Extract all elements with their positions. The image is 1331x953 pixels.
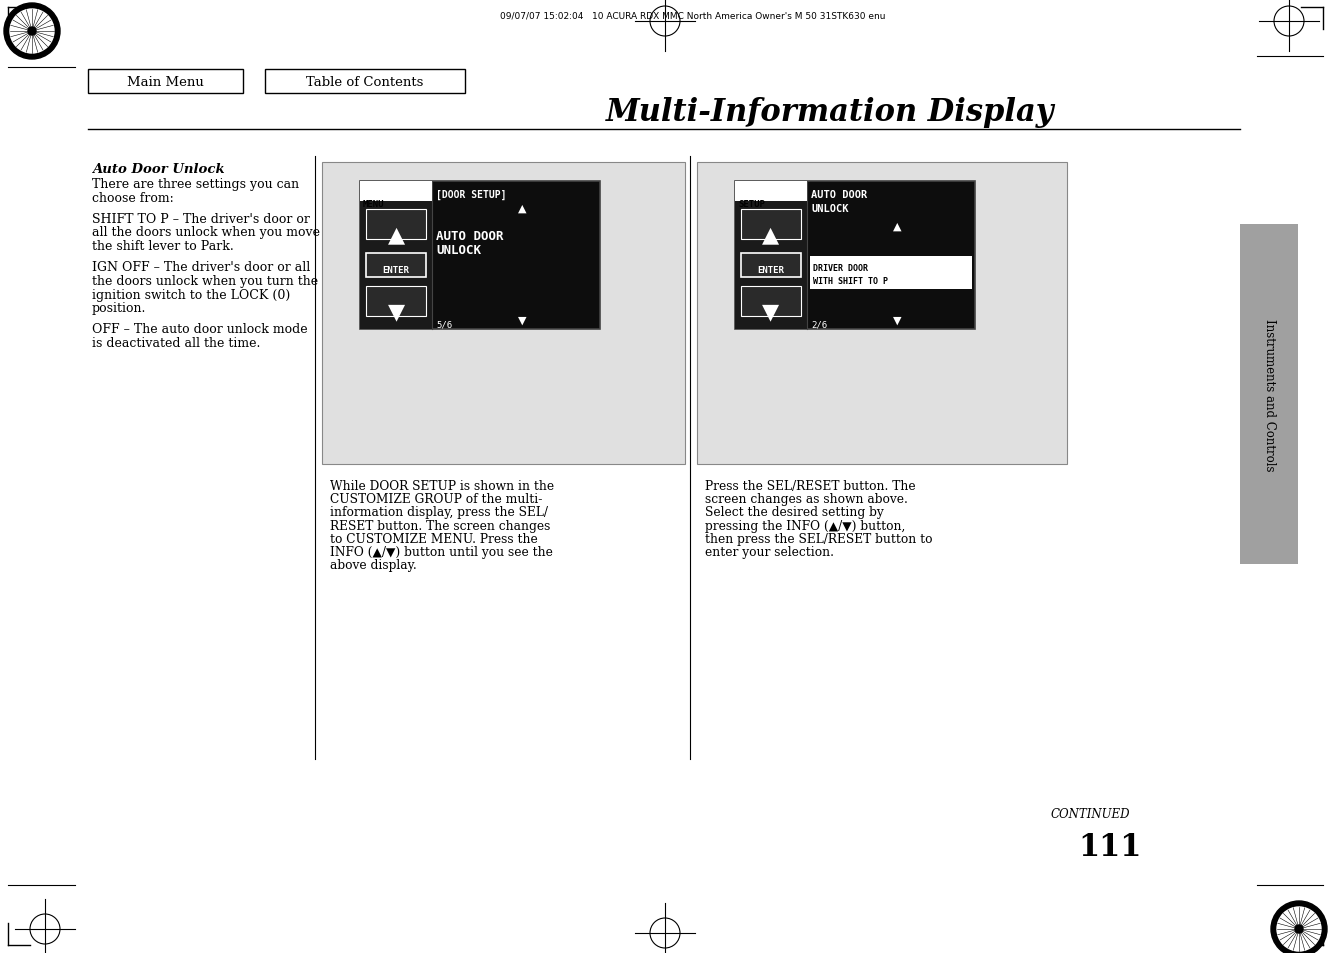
Text: ▲: ▲: [387, 225, 405, 245]
Circle shape: [11, 10, 55, 54]
Bar: [322, 163, 685, 464]
Bar: [366, 210, 426, 240]
Text: ▼: ▼: [893, 315, 901, 326]
Text: CONTINUED: CONTINUED: [1050, 807, 1130, 821]
Text: UNLOCK: UNLOCK: [437, 244, 480, 256]
Text: INFO (▲/▼) button until you see the: INFO (▲/▼) button until you see the: [330, 545, 552, 558]
Text: CUSTOMIZE GROUP of the multi-: CUSTOMIZE GROUP of the multi-: [330, 493, 542, 506]
Bar: [88, 70, 244, 94]
Text: Auto Door Unlock: Auto Door Unlock: [92, 163, 225, 175]
Text: AUTO DOOR: AUTO DOOR: [437, 230, 503, 243]
Text: is deactivated all the time.: is deactivated all the time.: [92, 336, 261, 350]
Text: 09/07/07 15:02:04   10 ACURA RDX MMC North America Owner's M 50 31STK630 enu: 09/07/07 15:02:04 10 ACURA RDX MMC North…: [500, 11, 885, 20]
Text: ENTER: ENTER: [382, 266, 410, 274]
Text: ▼: ▼: [387, 302, 405, 322]
Text: WITH SHIFT TO P: WITH SHIFT TO P: [813, 276, 888, 286]
Bar: [359, 182, 433, 330]
Bar: [265, 70, 465, 94]
Text: Select the desired setting by: Select the desired setting by: [705, 506, 884, 518]
Bar: [735, 182, 807, 202]
Bar: [359, 182, 433, 202]
Text: UNLOCK: UNLOCK: [811, 204, 848, 213]
Text: enter your selection.: enter your selection.: [705, 545, 835, 558]
Text: ▼: ▼: [518, 315, 526, 326]
Text: DRIVER DOOR: DRIVER DOOR: [813, 264, 868, 273]
Text: above display.: above display.: [330, 558, 417, 572]
Circle shape: [1276, 907, 1320, 951]
Bar: [366, 287, 426, 316]
Bar: [741, 210, 801, 240]
Text: to CUSTOMIZE MENU. Press the: to CUSTOMIZE MENU. Press the: [330, 532, 538, 545]
Text: choose from:: choose from:: [92, 192, 174, 205]
Bar: [1240, 225, 1298, 564]
Text: Multi-Information Display: Multi-Information Display: [606, 96, 1054, 128]
Text: Instruments and Controls: Instruments and Controls: [1263, 318, 1275, 471]
Text: ignition switch to the LOCK (0): ignition switch to the LOCK (0): [92, 289, 290, 301]
Text: information display, press the SEL/: information display, press the SEL/: [330, 506, 548, 518]
Text: Main Menu: Main Menu: [126, 75, 204, 89]
Text: IGN OFF – The driver's door or all: IGN OFF – The driver's door or all: [92, 261, 310, 274]
Bar: [359, 182, 600, 330]
Bar: [697, 163, 1067, 464]
Text: Press the SEL/RESET button. The: Press the SEL/RESET button. The: [705, 479, 916, 493]
Bar: [735, 182, 976, 330]
Text: While DOOR SETUP is shown in the: While DOOR SETUP is shown in the: [330, 479, 554, 493]
Text: ▲: ▲: [518, 204, 526, 213]
Text: the shift lever to Park.: the shift lever to Park.: [92, 240, 234, 253]
Text: 111: 111: [1078, 831, 1142, 862]
Bar: [741, 287, 801, 316]
Text: AUTO DOOR: AUTO DOOR: [811, 190, 868, 200]
Text: OFF – The auto door unlock mode: OFF – The auto door unlock mode: [92, 323, 307, 335]
Circle shape: [4, 4, 60, 60]
Text: 2/6: 2/6: [811, 319, 827, 329]
Text: RESET button. The screen changes: RESET button. The screen changes: [330, 519, 551, 532]
Text: Table of Contents: Table of Contents: [306, 75, 423, 89]
Text: position.: position.: [92, 302, 146, 315]
Text: ▲: ▲: [763, 225, 780, 245]
Text: ▲: ▲: [893, 222, 901, 232]
Text: [DOOR SETUP]: [DOOR SETUP]: [437, 190, 507, 200]
Bar: [741, 253, 801, 277]
Text: There are three settings you can: There are three settings you can: [92, 178, 299, 191]
Text: SHIFT TO P – The driver's door or: SHIFT TO P – The driver's door or: [92, 213, 310, 225]
Text: the doors unlock when you turn the: the doors unlock when you turn the: [92, 274, 318, 288]
Text: SETUP: SETUP: [737, 200, 765, 209]
Text: ENTER: ENTER: [757, 266, 784, 274]
Bar: [366, 253, 426, 277]
Text: ▼: ▼: [763, 302, 780, 322]
Bar: [735, 182, 807, 330]
Text: pressing the INFO (▲/▼) button,: pressing the INFO (▲/▼) button,: [705, 519, 905, 532]
Text: CUSTOMIZE: CUSTOMIZE: [363, 190, 411, 199]
Bar: [811, 256, 972, 290]
Text: CUSTOMIZE: CUSTOMIZE: [737, 190, 787, 199]
Circle shape: [1295, 925, 1303, 933]
Text: screen changes as shown above.: screen changes as shown above.: [705, 493, 908, 506]
Text: then press the SEL/RESET button to: then press the SEL/RESET button to: [705, 532, 933, 545]
Text: MENU: MENU: [363, 200, 385, 209]
Text: 5/6: 5/6: [437, 319, 453, 329]
Text: all the doors unlock when you move: all the doors unlock when you move: [92, 226, 319, 239]
Circle shape: [1271, 901, 1327, 953]
Circle shape: [28, 28, 36, 36]
